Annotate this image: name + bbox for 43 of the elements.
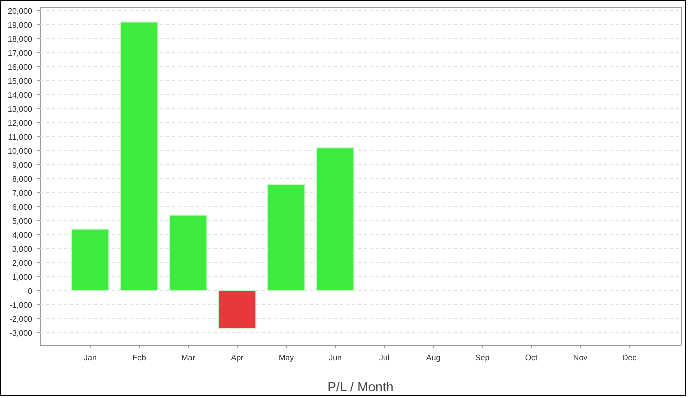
- x-tick-label: Mar: [182, 354, 196, 362]
- y-tick-label: 19,000: [8, 20, 34, 30]
- bar: [120, 22, 159, 292]
- x-tick-label: Sep: [475, 354, 490, 362]
- y-tick-label: 10,000: [8, 146, 34, 156]
- x-tick-label: Oct: [525, 354, 539, 362]
- x-tick-label: Nov: [573, 354, 588, 362]
- y-tick-label: 15,000: [8, 76, 34, 86]
- y-tick-label: 11,000: [8, 132, 34, 142]
- y-tick-label: 13,000: [8, 104, 34, 114]
- x-tick-label: Apr: [231, 354, 244, 362]
- x-tick-label: Jan: [84, 354, 97, 362]
- y-tick-label: 6,000: [12, 202, 34, 212]
- bar: [71, 228, 110, 292]
- x-tick-label: Jun: [329, 354, 342, 362]
- y-tick-label: 14,000: [8, 90, 34, 100]
- x-tick-label: Jul: [379, 354, 390, 362]
- y-tick-label: 0: [28, 286, 34, 296]
- y-tick-label: 7,000: [12, 188, 34, 198]
- y-tick-label: -1,000: [10, 300, 34, 310]
- y-tick-label: 2,000: [12, 258, 34, 268]
- x-tick-label: Feb: [132, 354, 147, 362]
- y-tick-label: -3,000: [10, 328, 34, 338]
- y-tick-label: 16,000: [8, 62, 34, 72]
- bar: [267, 184, 306, 292]
- y-tick-label: 12,000: [8, 118, 34, 128]
- y-tick-label: 17,000: [8, 48, 34, 58]
- x-tick-label: Aug: [426, 354, 441, 362]
- y-tick-label: 4,000: [12, 230, 34, 240]
- bar: [316, 148, 355, 292]
- y-tick-label: -2,000: [10, 314, 34, 324]
- y-tick-label: 5,000: [12, 216, 34, 226]
- y-tick-label: 8,000: [12, 174, 34, 184]
- y-tick-label: 9,000: [12, 160, 34, 170]
- bar: [218, 290, 257, 330]
- y-tick-label: 18,000: [8, 34, 34, 44]
- x-tick-label: May: [278, 354, 294, 362]
- y-tick-label: 3,000: [12, 244, 34, 254]
- bar: [169, 214, 208, 292]
- y-tick-label: 20,000: [8, 7, 34, 16]
- y-tick-label: 1,000: [12, 272, 34, 282]
- x-tick-label: Dec: [622, 354, 637, 362]
- x-axis-title: P/L / Month: [328, 380, 394, 394]
